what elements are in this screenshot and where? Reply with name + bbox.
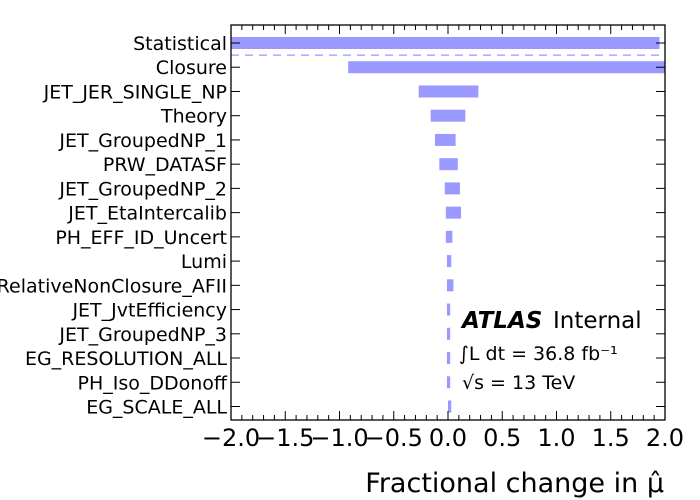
energy-label: √s = 13 TeV xyxy=(462,372,575,394)
axis-ticks xyxy=(230,25,666,420)
category-label-10: RelativeNonClosure_AFII xyxy=(0,275,227,297)
bar-12 xyxy=(446,327,451,340)
bar-13 xyxy=(446,352,451,365)
bar-0 xyxy=(231,37,660,49)
x-tick-label-7: 1.5 xyxy=(592,424,630,452)
x-tick-label-3: −0.5 xyxy=(365,424,423,452)
category-label-14: PH_Iso_DDonoff xyxy=(77,372,227,394)
x-tick-label-8: 2.0 xyxy=(646,424,684,452)
bars-group xyxy=(231,37,665,413)
x-tick-label-5: 0.5 xyxy=(483,424,521,452)
x-tick-label-2: −1.0 xyxy=(310,424,368,452)
bar-4 xyxy=(434,133,456,146)
plot-frame xyxy=(230,24,666,421)
atlas-label: ATLAS xyxy=(460,308,542,334)
bar-7 xyxy=(445,206,462,219)
category-label-1: Closure xyxy=(156,57,227,79)
bar-11 xyxy=(446,303,451,316)
category-label-9: Lumi xyxy=(181,251,227,273)
bar-6 xyxy=(444,182,460,195)
x-tick-label-4: 0.0 xyxy=(429,424,467,452)
category-label-4: JET_GroupedNP_1 xyxy=(58,130,227,152)
x-axis-label: Fractional change in μ̂ xyxy=(365,468,664,499)
category-label-12: JET_GroupedNP_3 xyxy=(58,324,227,346)
bar-3 xyxy=(430,109,466,122)
category-label-7: JET_EtaIntercalib xyxy=(67,203,227,225)
luminosity-label: ∫L dt = 36.8 fb⁻¹ xyxy=(459,343,618,365)
bar-1 xyxy=(348,61,665,74)
x-tick-labels: −2.0−1.5−1.0−0.5 0.0 0.5 1.0 1.5 2.0 xyxy=(202,424,684,452)
x-tick-label-0: −2.0 xyxy=(202,424,260,452)
bar-8 xyxy=(445,230,453,243)
bar-5 xyxy=(439,158,458,171)
bar-2 xyxy=(418,85,479,98)
category-label-15: EG_SCALE_ALL xyxy=(86,396,227,418)
category-label-2: JET_JER_SINGLE_NP xyxy=(43,81,227,103)
category-label-8: PH_EFF_ID_Uncert xyxy=(55,227,227,249)
category-label-3: Theory xyxy=(160,106,227,128)
category-label-11: JET_JvtEfficiency xyxy=(71,300,227,322)
category-label-13: EG_RESOLUTION_ALL xyxy=(25,348,227,370)
internal-label: Internal xyxy=(553,308,642,334)
category-label-6: JET_GroupedNP_2 xyxy=(58,178,227,200)
x-tick-label-6: 1.0 xyxy=(537,424,575,452)
bar-10 xyxy=(446,279,454,292)
bar-9 xyxy=(446,255,452,268)
x-tick-label-1: −1.5 xyxy=(256,424,314,452)
bar-15 xyxy=(448,400,452,413)
category-label-0: Statistical xyxy=(133,33,227,55)
category-label-5: PRW_DATASF xyxy=(103,154,227,176)
bar-14 xyxy=(446,376,451,389)
